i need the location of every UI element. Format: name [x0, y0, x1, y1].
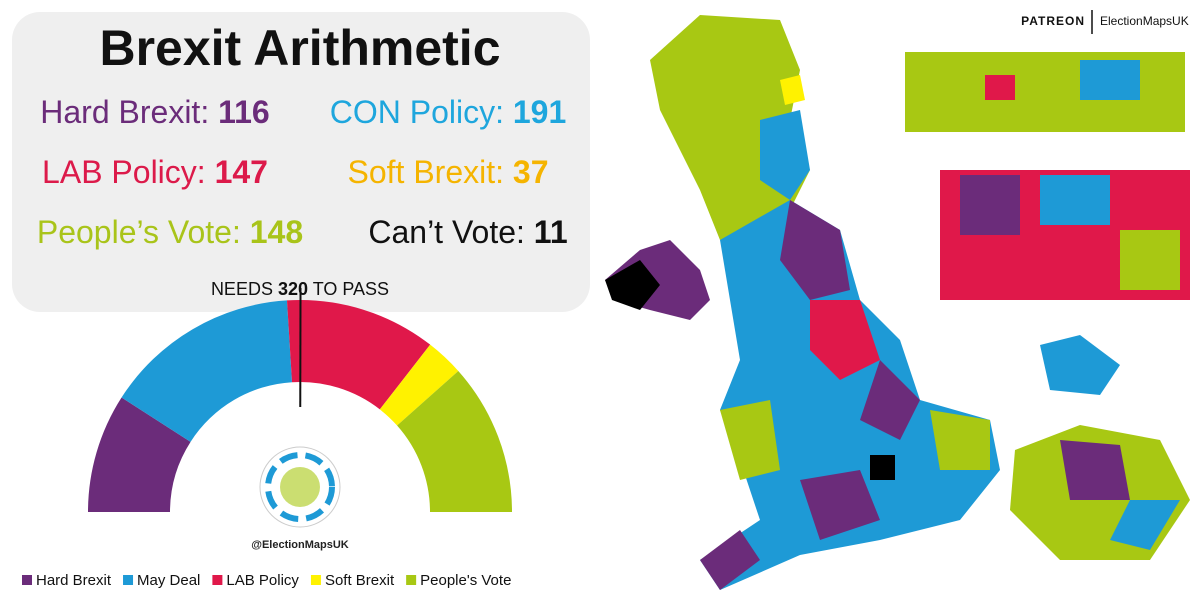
seat-segment — [397, 370, 512, 512]
threshold-prefix: NEEDS — [211, 279, 273, 299]
map-region — [930, 410, 990, 470]
stat-value: 191 — [513, 94, 566, 130]
map-region — [700, 530, 760, 590]
stat: People’s Vote: 148 — [37, 214, 303, 250]
seat-segment — [379, 344, 459, 426]
stat: LAB Policy: 147 — [42, 154, 268, 190]
legend-label: People's Vote — [420, 572, 511, 589]
stat: CON Policy: 191 — [330, 94, 567, 130]
legend-swatch — [310, 575, 321, 585]
seat-segment — [286, 300, 431, 410]
threshold-suffix: TO PASS — [313, 279, 389, 299]
map-england — [700, 200, 1000, 590]
summary-box — [12, 12, 590, 312]
stat-label: People’s Vote: — [37, 214, 241, 250]
threshold-value: 320 — [278, 279, 308, 299]
stat: Can’t Vote: 11 — [368, 214, 567, 250]
seat-segment — [88, 397, 191, 512]
map-region — [985, 75, 1015, 100]
map-region — [1110, 500, 1180, 550]
stat-value: 148 — [250, 214, 303, 250]
map-region — [780, 75, 805, 105]
stat-value: 147 — [215, 154, 268, 190]
brand-name: ElectionMapsUK — [1100, 14, 1189, 28]
legend-swatch — [123, 575, 134, 585]
map-region — [1060, 440, 1130, 500]
map-region — [760, 110, 810, 200]
stat: Hard Brexit: 116 — [40, 94, 269, 130]
map-region — [860, 360, 920, 440]
legend-label: May Deal — [137, 572, 200, 589]
logo-ring — [265, 452, 335, 522]
legend-label: Hard Brexit — [36, 572, 112, 589]
map-inset — [905, 52, 1185, 132]
threshold-label: NEEDS 320 TO PASS — [211, 279, 389, 299]
map-region — [960, 175, 1020, 235]
map — [605, 15, 1190, 590]
map-wales — [720, 400, 780, 480]
legend-swatch — [212, 575, 223, 585]
map-region — [1120, 230, 1180, 290]
logo-center — [280, 467, 320, 507]
stat-label: Can’t Vote: — [368, 214, 525, 250]
stat: Soft Brexit: 37 — [348, 154, 549, 190]
map-region — [780, 200, 850, 300]
seat-segment — [121, 300, 293, 442]
stat-label: Soft Brexit: — [348, 154, 505, 190]
map-region — [800, 470, 880, 540]
stat-value: 116 — [218, 94, 270, 130]
stat-label: LAB Policy: — [42, 154, 206, 190]
title: Brexit Arithmetic — [99, 20, 500, 76]
stat-label: CON Policy: — [330, 94, 504, 130]
map-region — [1080, 60, 1140, 100]
map-region — [870, 455, 895, 480]
map-region — [1040, 175, 1110, 225]
stat-value: 37 — [513, 154, 549, 190]
map-inset — [1040, 335, 1120, 395]
handle: @ElectionMapsUK — [251, 539, 349, 551]
brand-patreon: PATREON — [1021, 14, 1085, 28]
stat-value: 11 — [534, 214, 568, 250]
map-region — [810, 300, 880, 380]
legend-swatch — [406, 575, 417, 585]
legend-swatch — [22, 575, 32, 585]
stat-label: Hard Brexit: — [40, 94, 209, 130]
legend-label: LAB Policy — [226, 572, 299, 589]
map-region — [605, 260, 660, 310]
legend-label: Soft Brexit — [325, 572, 395, 589]
